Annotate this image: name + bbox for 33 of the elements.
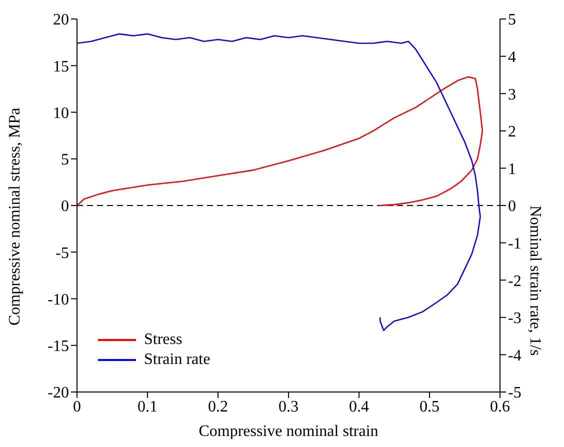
x-tick-label: 0.4	[349, 398, 369, 416]
y-tick-label: 20	[53, 12, 69, 29]
y-tick-label: 15	[53, 58, 69, 76]
y-tick-label: 0	[61, 198, 69, 216]
y2-tick-label: -3	[508, 310, 522, 328]
x-tick-label: 0.3	[278, 398, 298, 416]
x-tick-label: 0	[73, 398, 81, 416]
y2-tick-label: -4	[508, 347, 522, 364]
y2-tick-label: -1	[508, 235, 522, 252]
y-tick-label: -5	[56, 244, 69, 262]
y2-tick-label: 4	[508, 48, 516, 66]
y2-tick-label: 2	[508, 124, 516, 141]
y2-tick-label: -2	[508, 272, 522, 290]
legend-label: Stress	[144, 330, 182, 350]
x-tick-label: 0.1	[138, 398, 158, 416]
y2-tick-label: 3	[508, 86, 516, 104]
y2-tick-label: 0	[508, 198, 516, 216]
x-tick-label: 0.2	[208, 398, 228, 416]
y2-tick-label: 5	[508, 12, 516, 29]
y-tick-label: 5	[61, 152, 69, 169]
legend-label: Strain rate	[144, 350, 210, 370]
line-series	[77, 33, 481, 332]
y-tick-label: -10	[48, 291, 69, 308]
y-tick-label: -20	[48, 384, 69, 402]
line-series	[77, 76, 484, 206]
y2-tick-label: -5	[508, 384, 522, 402]
y-axis-title: Compressive nominal stress, MPa	[6, 108, 24, 326]
x-tick-label: 0.5	[420, 398, 440, 416]
y-tick-label: -15	[48, 338, 69, 356]
y2-tick-label: 1	[508, 160, 516, 178]
y2-axis-title: Nominal strain rate, 1/s	[526, 206, 544, 356]
x-tick-label: 0.6	[490, 398, 510, 416]
y-tick-label: 10	[53, 104, 69, 122]
